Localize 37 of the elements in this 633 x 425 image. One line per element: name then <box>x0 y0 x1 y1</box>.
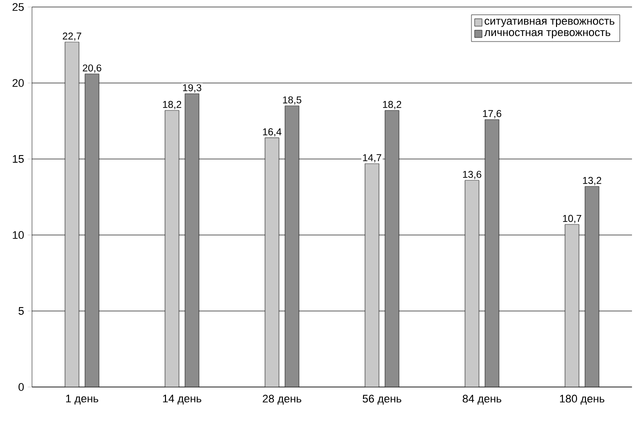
x-tick-label: 56 день <box>362 394 402 405</box>
bar <box>564 224 580 387</box>
legend-label: личностная тревожность <box>484 30 610 38</box>
x-tick-label: 14 день <box>163 394 202 404</box>
x-tick-label: 28 день <box>262 394 302 405</box>
data-label: 10,7 <box>563 214 582 224</box>
data-label: 14,7 <box>363 154 382 162</box>
data-label: 20,6 <box>82 64 102 73</box>
x-tick-label: 1 день <box>66 394 98 404</box>
data-label: 19,3 <box>183 84 202 92</box>
y-tick-label: 20 <box>12 79 24 87</box>
bar <box>464 180 480 387</box>
data-label: 18,2 <box>163 100 182 110</box>
bar <box>484 119 500 387</box>
y-tick-label: 15 <box>12 155 24 163</box>
bar <box>384 110 400 387</box>
y-tick-label: 5 <box>18 307 24 315</box>
data-label: 17,6 <box>483 110 502 118</box>
bar <box>284 106 300 387</box>
y-tick-label: 25 <box>12 3 24 11</box>
data-label: 13,2 <box>583 176 602 186</box>
legend-label: ситуативная тревожность <box>484 18 614 27</box>
data-label: 13,6 <box>463 170 482 180</box>
bar <box>84 74 100 387</box>
data-label: 22,7 <box>62 32 82 41</box>
data-label: 18,5 <box>283 96 302 105</box>
data-label: 18,2 <box>383 100 402 110</box>
y-tick-label: 10 <box>12 231 24 239</box>
bar <box>64 42 80 387</box>
data-label: 16,4 <box>263 128 282 137</box>
x-tick-label: 84 день <box>462 394 502 405</box>
y-tick-label: 0 <box>18 383 24 391</box>
bar <box>184 93 200 387</box>
bar <box>264 138 280 387</box>
x-tick-label: 180 день <box>560 394 604 405</box>
bar <box>164 110 180 387</box>
bar <box>584 186 600 387</box>
